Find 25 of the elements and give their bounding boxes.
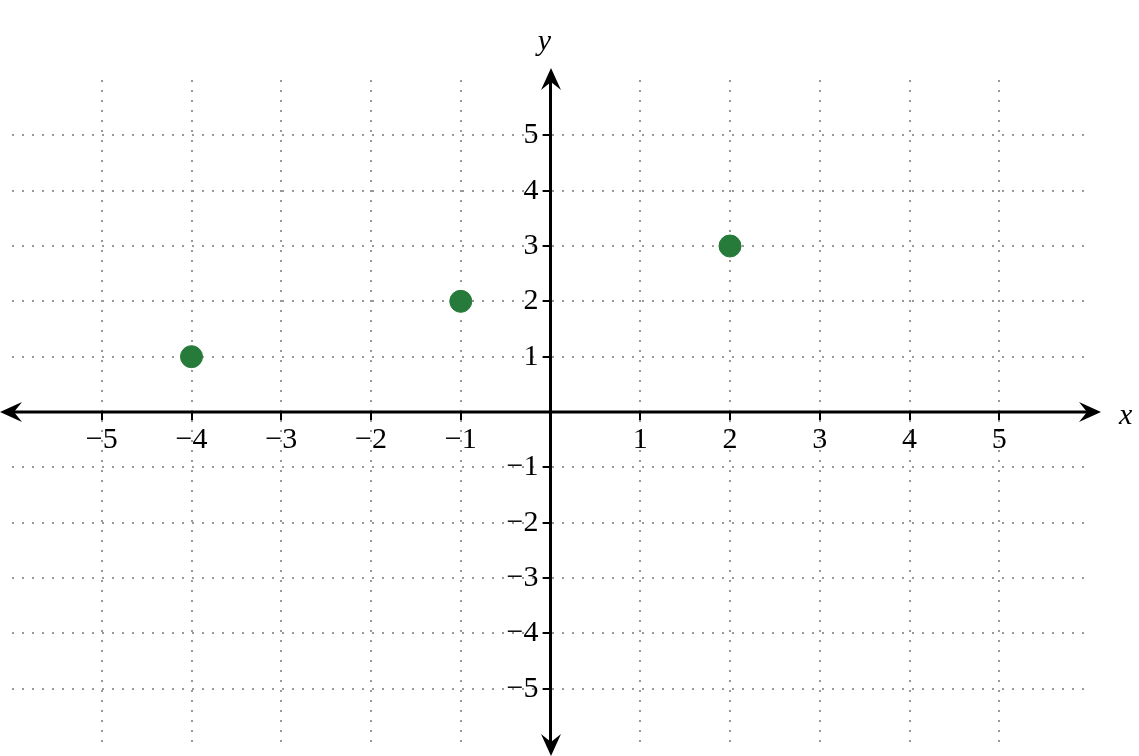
x-tick-label: −1 (444, 420, 477, 454)
y-tick-label: 2 (523, 282, 539, 316)
point (180, 345, 203, 369)
x-tick-label: 1 (632, 420, 648, 454)
y-axis-title: y (534, 22, 552, 56)
y-tick-label: 1 (523, 337, 539, 371)
x-tick-label: −5 (85, 420, 118, 454)
x-tick-label: −3 (265, 420, 298, 454)
x-tick-label: 3 (812, 420, 828, 454)
y-tick-label: −5 (506, 669, 539, 703)
x-tick-label: 5 (991, 420, 1007, 454)
y-tick-label: −3 (506, 558, 539, 592)
y-tick-label: 3 (523, 226, 539, 260)
x-axis-title: x (1118, 396, 1133, 430)
x-tick-label: 4 (902, 420, 917, 454)
y-tick-label: 4 (523, 171, 539, 205)
point (449, 289, 473, 313)
y-tick-label: −4 (506, 614, 539, 648)
x-tick-label: 2 (722, 420, 738, 454)
y-tick-label: 5 (523, 116, 539, 150)
x-tick-label: −4 (175, 420, 208, 454)
y-tick-label: −2 (506, 503, 539, 537)
x-tick-label: −2 (355, 420, 387, 454)
y-tick-label: −1 (506, 448, 539, 482)
point (718, 234, 742, 258)
